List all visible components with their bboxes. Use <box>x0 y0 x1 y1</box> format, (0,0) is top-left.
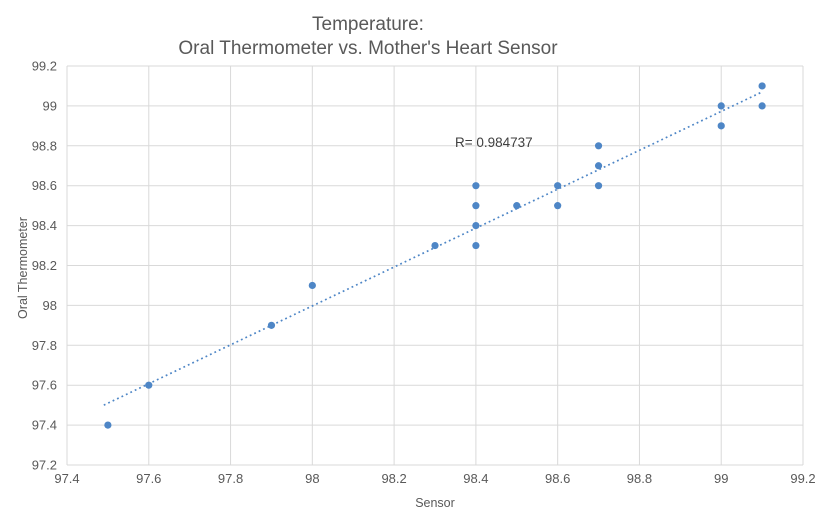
data-point <box>717 102 725 110</box>
data-point <box>472 182 480 190</box>
data-point <box>758 102 766 110</box>
x-tick-label: 99 <box>714 471 728 486</box>
y-tick-label: 99.2 <box>32 59 57 74</box>
data-point <box>267 321 276 329</box>
y-tick-label: 98 <box>43 298 57 313</box>
r-correlation-annotation: R= 0.984737 <box>455 135 533 150</box>
data-point <box>472 202 480 210</box>
data-point <box>594 162 603 170</box>
data-point <box>594 142 603 150</box>
y-tick-label: 98.2 <box>32 258 57 273</box>
data-point <box>513 202 521 210</box>
y-tick-label: 97.6 <box>32 378 57 393</box>
data-point <box>717 122 725 130</box>
data-point <box>554 182 562 190</box>
x-tick-label: 97.8 <box>218 471 243 486</box>
data-point <box>594 182 603 190</box>
y-axis-title: Oral Thermometer <box>16 217 30 319</box>
y-tick-label: 97.8 <box>32 338 57 353</box>
x-tick-label: 99.2 <box>790 471 815 486</box>
data-point <box>145 381 153 389</box>
data-point <box>308 281 316 290</box>
x-tick-label: 98.8 <box>627 471 652 486</box>
x-tick-label: 97.4 <box>54 471 79 486</box>
x-axis-title: Sensor <box>415 496 455 510</box>
x-tick-label: 98.2 <box>381 471 406 486</box>
y-tick-label: 97.2 <box>32 458 57 473</box>
trendline <box>103 91 763 406</box>
x-tick-label: 98 <box>305 471 319 486</box>
data-point <box>472 241 480 250</box>
y-tick-label: 97.4 <box>32 418 57 433</box>
data-point <box>554 202 562 210</box>
y-tick-label: 98.6 <box>32 178 57 193</box>
y-tick-label: 99 <box>43 98 57 113</box>
data-point <box>431 241 439 250</box>
chart-title-line2: Oral Thermometer vs. Mother's Heart Sens… <box>178 38 558 59</box>
chart-title: Temperature: Oral Thermometer vs. Mother… <box>178 13 557 61</box>
x-tick-label: 97.6 <box>136 471 161 486</box>
y-tick-label: 98.8 <box>32 138 57 153</box>
data-point <box>472 222 480 230</box>
data-point <box>104 421 112 429</box>
data-point <box>758 82 766 90</box>
x-tick-label: 98.6 <box>545 471 570 486</box>
chart-title-line1: Temperature: <box>312 14 424 35</box>
y-tick-label: 98.4 <box>32 218 57 233</box>
x-tick-label: 98.4 <box>463 471 488 486</box>
